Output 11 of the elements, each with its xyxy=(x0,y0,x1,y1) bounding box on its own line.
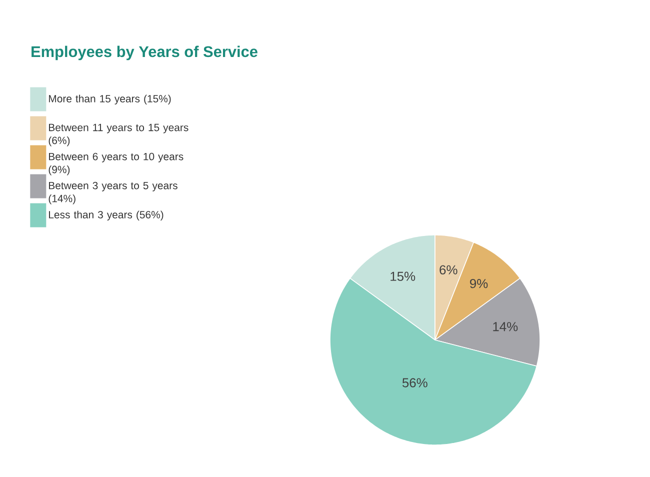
data-label: 6% xyxy=(440,265,458,274)
legend-label: Less than 3 years (56%) xyxy=(49,210,164,220)
legend-label: Between 11 years to 15 years (6%) xyxy=(48,124,188,146)
data-label: 9% xyxy=(470,278,488,288)
legend-label: Between 3 years to 5 years (14%) xyxy=(48,182,178,204)
legend-label: More than 15 years (15%) xyxy=(49,94,171,104)
chart-title: Employees by Years of Service xyxy=(32,46,258,60)
legend-label: Between 6 years to 10 years (9%) xyxy=(48,152,184,176)
data-label: 14% xyxy=(493,322,518,332)
data-label: 15% xyxy=(390,272,416,281)
data-label: 56% xyxy=(402,378,428,388)
